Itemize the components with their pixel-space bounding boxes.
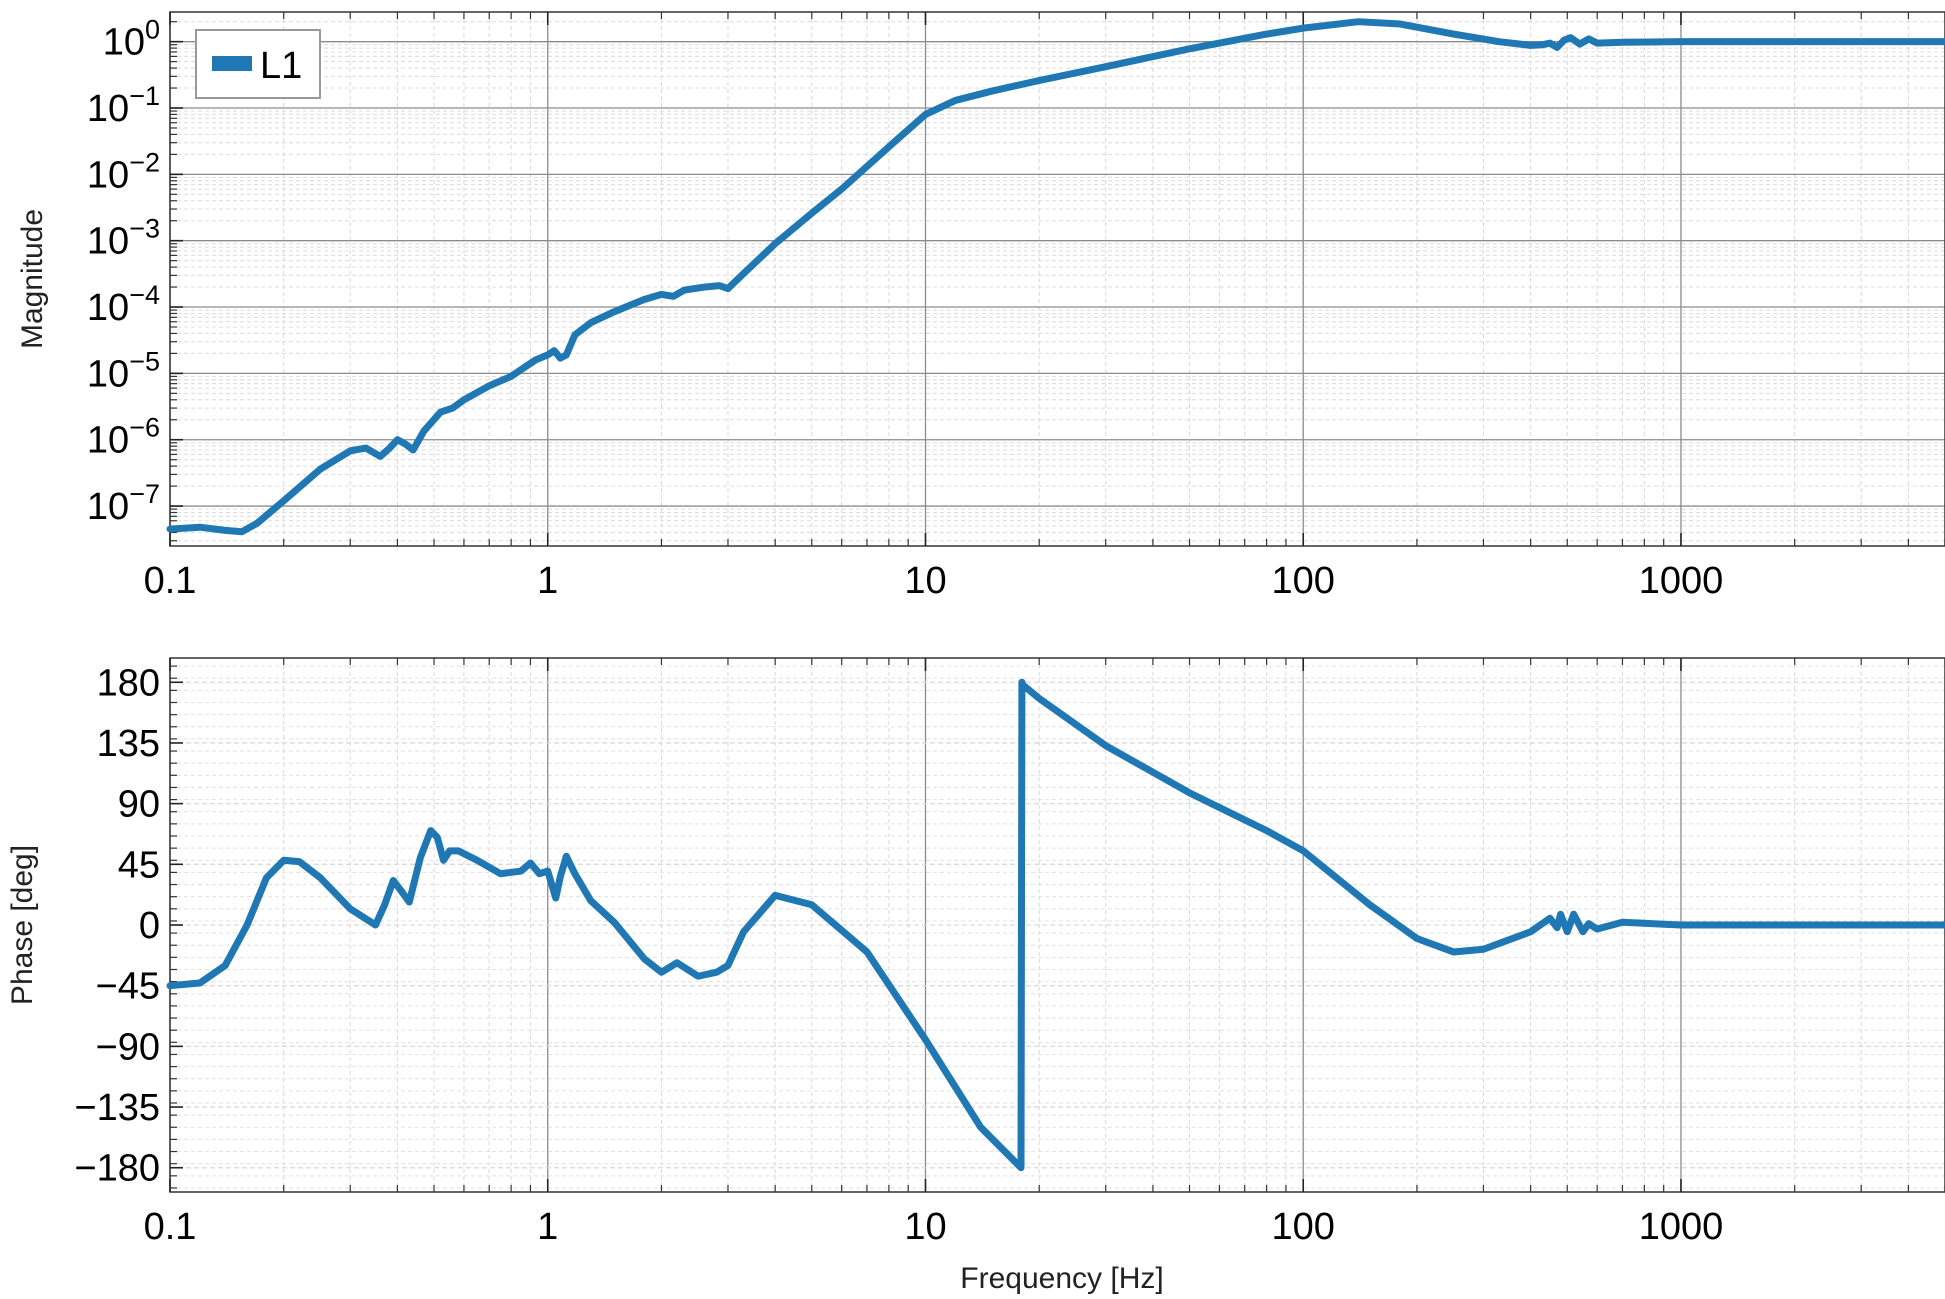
phase-y-tick-label: 135	[97, 723, 160, 765]
magnitude-y-tick-label: 10−4	[87, 280, 160, 329]
legend-entry-L1: L1	[260, 45, 302, 87]
magnitude-axes-frame	[169, 11, 1945, 547]
legend: L1	[195, 29, 321, 99]
magnitude-ticks	[169, 12, 1945, 546]
magnitude-y-tick-label: 10−7	[87, 479, 160, 528]
magnitude-panel: 0.1 1 10 100 1000 100 10−1 10−2 10−3 10−4 10−5 10−…	[16, 11, 1945, 602]
phase-series-line-L1	[166, 678, 1945, 1172]
phase-x-tick-label: 1000	[1639, 1206, 1724, 1248]
magnitude-y-tick-labels: 100 10−1 10−2 10−3 10−4 10−5 10−6 10−7	[87, 15, 160, 528]
magnitude-y-tick-label: 10−6	[87, 413, 160, 462]
phase-y-tick-label: 90	[118, 784, 160, 826]
magnitude-x-tick-labels: 0.1 1 10 100 1000	[144, 560, 1724, 602]
magnitude-y-tick-label: 10−5	[87, 346, 160, 395]
magnitude-major-grid	[169, 12, 1945, 546]
magnitude-x-tick-label: 0.1	[144, 560, 197, 602]
phase-ticks	[169, 658, 1945, 1192]
magnitude-y-axis-label: Magnitude	[16, 209, 49, 349]
phase-x-tick-labels: 0.1 1 10 100 1000	[144, 1206, 1724, 1248]
phase-y-axis-label: Phase [deg]	[6, 845, 39, 1005]
magnitude-series-line-L1	[166, 18, 1945, 536]
phase-x-tick-label: 0.1	[144, 1206, 197, 1248]
magnitude-x-tick-label: 10	[904, 560, 946, 602]
magnitude-y-tick-label: 10−1	[87, 81, 160, 130]
phase-y-tick-label: 180	[97, 662, 160, 704]
magnitude-minor-grid	[170, 12, 1945, 546]
magnitude-y-tick-label: 10−3	[87, 214, 160, 263]
magnitude-y-tick-label: 100	[103, 15, 160, 64]
phase-y-tick-label: −90	[96, 1026, 160, 1068]
phase-y-tick-label: −180	[74, 1148, 160, 1190]
phase-panel: 0.1 1 10 100 1000 18013590450−45−90−135−180 …	[6, 657, 1945, 1295]
phase-y-tick-label: 45	[118, 844, 160, 886]
phase-y-tick-labels: 180 135 90 45 0 −45 −90 −135 −180	[74, 662, 160, 1189]
legend-swatch-L1	[212, 56, 252, 71]
phase-x-axis-label: Frequency [Hz]	[960, 1262, 1163, 1295]
magnitude-x-tick-label: 1000	[1639, 560, 1724, 602]
magnitude-x-tick-label: 100	[1272, 560, 1335, 602]
magnitude-y-tick-label: 10−2	[87, 147, 160, 196]
phase-y-tick-label: 0	[139, 905, 160, 947]
phase-x-tick-label: 1	[537, 1206, 558, 1248]
phase-x-tick-label: 100	[1272, 1206, 1335, 1248]
phase-y-tick-label: −45	[96, 966, 160, 1008]
phase-x-tick-label: 10	[904, 1206, 946, 1248]
phase-y-tick-label: −135	[74, 1087, 160, 1129]
magnitude-x-tick-label: 1	[537, 560, 558, 602]
